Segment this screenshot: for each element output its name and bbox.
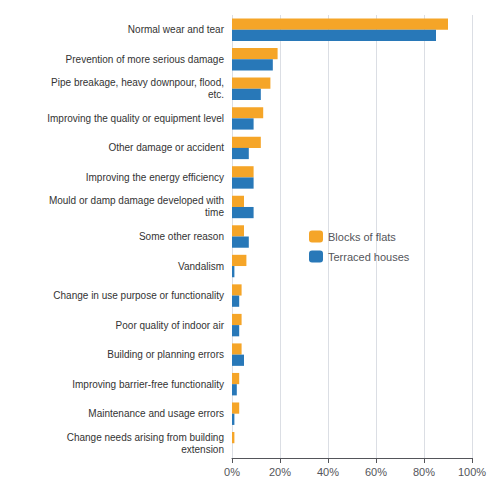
svg-text:Pipe breakage, heavy downpour,: Pipe breakage, heavy downpour, flood, xyxy=(51,77,224,88)
svg-text:Blocks of flats: Blocks of flats xyxy=(328,231,396,243)
svg-text:Vandalism: Vandalism xyxy=(178,261,224,272)
svg-text:Mould or damp damage developed: Mould or damp damage developed with xyxy=(49,195,224,206)
svg-text:Normal wear and tear: Normal wear and tear xyxy=(128,24,225,35)
svg-text:Improving the quality or equip: Improving the quality or equipment level xyxy=(47,113,224,124)
svg-text:Building or planning errors: Building or planning errors xyxy=(107,349,224,360)
svg-text:Terraced houses: Terraced houses xyxy=(328,251,410,263)
svg-text:100%: 100% xyxy=(458,466,486,478)
svg-text:Some other reason: Some other reason xyxy=(139,231,224,242)
svg-text:60%: 60% xyxy=(365,466,387,478)
svg-text:Improving barrier-free functio: Improving barrier-free functionality xyxy=(72,379,224,390)
svg-text:Maintenance and usage errors: Maintenance and usage errors xyxy=(88,408,224,419)
svg-text:Change needs arising from buil: Change needs arising from building xyxy=(67,432,224,443)
svg-text:80%: 80% xyxy=(413,466,435,478)
svg-text:etc.: etc. xyxy=(208,89,224,100)
svg-text:Change in use purpose or funct: Change in use purpose or functionality xyxy=(53,290,224,301)
svg-text:0%: 0% xyxy=(224,466,240,478)
svg-text:extension: extension xyxy=(181,444,224,455)
svg-text:time: time xyxy=(205,207,224,218)
svg-text:Other damage or accident: Other damage or accident xyxy=(108,142,224,153)
svg-text:Prevention of more serious dam: Prevention of more serious damage xyxy=(66,54,225,65)
svg-text:Poor quality of indoor air: Poor quality of indoor air xyxy=(116,320,225,331)
svg-text:40%: 40% xyxy=(317,466,339,478)
svg-text:Improving the energy efficienc: Improving the energy efficiency xyxy=(86,172,224,183)
svg-text:20%: 20% xyxy=(269,466,291,478)
